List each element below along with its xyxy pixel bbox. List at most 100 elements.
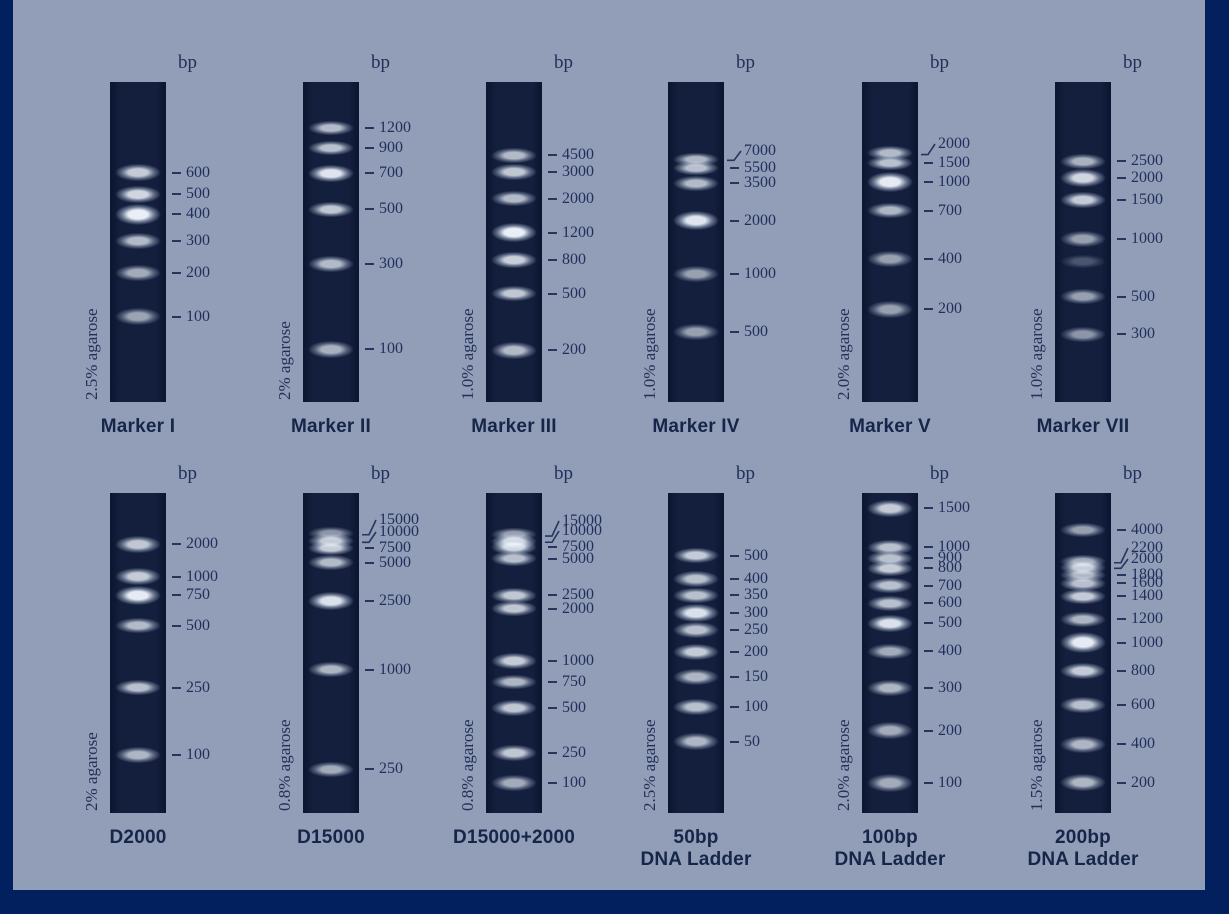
dna-band: [866, 249, 914, 268]
band-size-label: 5000: [379, 553, 411, 571]
bp-unit-label: bp: [371, 52, 390, 73]
panel-title-line: Marker I: [100, 416, 176, 437]
dna-band: [672, 159, 720, 176]
tick-mark: [365, 262, 374, 265]
tick-mark: [924, 622, 933, 625]
tick-mark: [548, 680, 557, 683]
dna-band: [114, 617, 162, 635]
tick-mark: [924, 729, 933, 732]
dna-band: [866, 171, 914, 194]
tick-mark: [730, 554, 739, 557]
leader-line-path: [545, 530, 560, 543]
bp-unit-label: bp: [736, 463, 755, 484]
band-size-label: 200: [1131, 773, 1155, 791]
dna-band: [672, 586, 720, 604]
tick-mark: [365, 599, 374, 602]
panel-title-line: 200bp: [1055, 827, 1111, 848]
panel-title-line: Marker V: [849, 416, 931, 437]
band-size-label: 2000: [1131, 168, 1163, 186]
tick-mark: [730, 330, 739, 333]
dna-band: [866, 202, 914, 220]
tick-mark: [1117, 237, 1126, 240]
panel-title-line: 50bp: [673, 827, 719, 848]
tick-mark: [730, 740, 739, 743]
panel-title: Marker I: [43, 416, 233, 438]
tick-mark: [924, 602, 933, 605]
band-size-label: 1000: [1131, 229, 1163, 247]
tick-mark: [172, 594, 181, 597]
tick-mark: [924, 257, 933, 260]
leader-line-path: [362, 519, 377, 536]
band-size-label: 500: [186, 185, 210, 202]
dna-band: [114, 307, 162, 327]
dna-band: [114, 746, 162, 765]
band-size-label: 1000: [744, 265, 776, 282]
tick-mark: [730, 182, 739, 185]
band-size-label: 2000: [562, 599, 594, 617]
band-size-label: 700: [938, 201, 962, 219]
tick-mark: [730, 273, 739, 275]
band-size-label: 300: [938, 678, 962, 696]
dna-band: [672, 732, 720, 752]
panel-title: 50bp DNA Ladder: [601, 827, 791, 871]
band-size-label: 400: [1131, 735, 1155, 753]
tick-mark: [365, 146, 374, 149]
dna-band: [307, 760, 355, 778]
leader-line: [1114, 547, 1129, 564]
band-size-label: 1000: [379, 660, 411, 678]
tick-mark: [1117, 176, 1126, 179]
band-size-label: 2000: [744, 211, 776, 229]
dna-band: [672, 697, 720, 716]
band-size-label: 500: [186, 616, 210, 634]
band-size-label: 750: [186, 586, 210, 604]
tick-mark: [365, 172, 374, 175]
agarose-label: 1.0% agarose: [458, 308, 477, 400]
dna-band: [114, 567, 162, 587]
tick-mark: [172, 315, 181, 318]
band-size-label: 500: [379, 200, 403, 218]
band-size-label: 600: [938, 594, 962, 612]
band-size-label: 300: [744, 604, 768, 622]
dna-band: [866, 642, 914, 660]
leader-line-path: [362, 531, 377, 543]
tick-mark: [365, 348, 374, 351]
dna-band: [1059, 587, 1107, 605]
tick-mark: [365, 768, 374, 771]
dna-band: [307, 139, 355, 156]
band-size-label: 10000: [379, 522, 419, 540]
band-size-label: 4000: [1131, 521, 1163, 539]
dna-band: [490, 146, 538, 164]
leader-line: [1114, 558, 1129, 570]
dna-band: [672, 570, 720, 589]
tick-mark: [730, 594, 739, 597]
band-size-label: 1500: [938, 153, 970, 171]
tick-mark: [172, 575, 181, 578]
panel-title: 100bp DNA Ladder: [795, 827, 985, 871]
band-size-label: 150: [744, 668, 768, 686]
tick-mark: [924, 308, 933, 311]
dna-band: [1059, 288, 1107, 306]
dna-band: [114, 534, 162, 554]
panel-title: D15000+2000: [419, 827, 609, 849]
gel-lane: [486, 493, 542, 813]
band-size-label: 600: [1131, 696, 1155, 714]
dna-band: [866, 678, 914, 697]
band-size-label: 300: [186, 232, 210, 250]
panel-title-line: DNA Ladder: [640, 849, 752, 870]
band-size-label: 300: [379, 254, 403, 272]
tick-mark: [548, 197, 557, 200]
panel-title-line: Marker VII: [1036, 416, 1130, 437]
gel-lane: [303, 82, 359, 402]
band-size-label: 1000: [938, 538, 970, 556]
leader-line: [921, 143, 936, 156]
dna-band: [307, 554, 355, 572]
band-size-label: 1000: [186, 567, 218, 585]
agarose-label: 1.0% agarose: [1027, 308, 1046, 400]
panel-title: Marker V: [795, 416, 985, 438]
band-size-label: 1200: [379, 119, 411, 137]
band-size-label: 1200: [562, 223, 594, 241]
dna-band: [1059, 631, 1107, 655]
band-size-label: 1400: [1131, 587, 1163, 605]
band-size-label: 100: [744, 697, 768, 715]
band-size-label: 4500: [562, 146, 594, 164]
